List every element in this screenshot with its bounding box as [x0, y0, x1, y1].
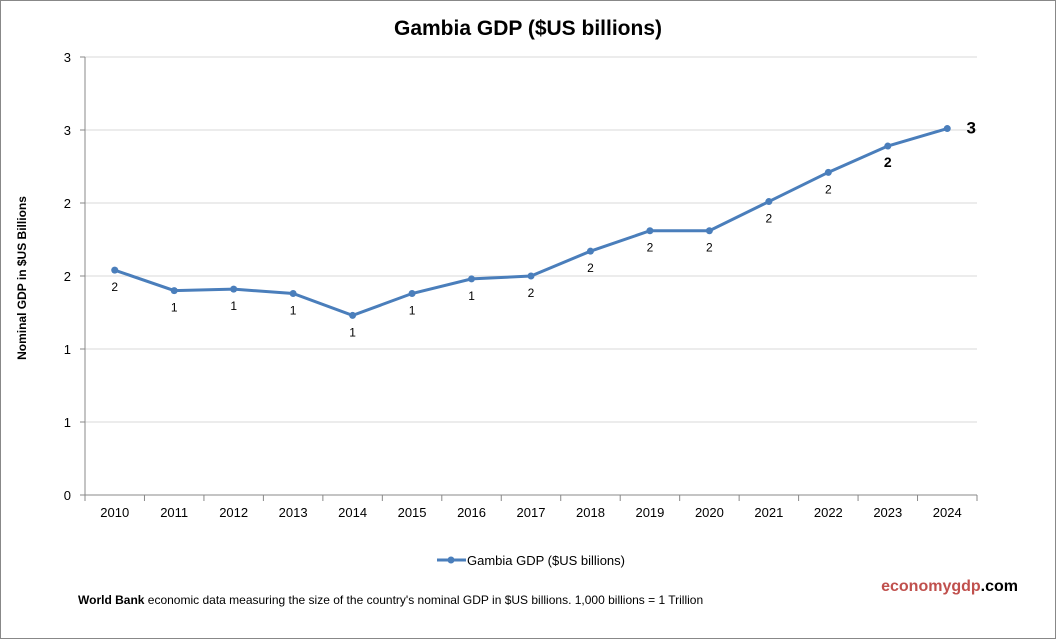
data-label: 3: [967, 119, 976, 138]
y-tick-label: 1: [64, 415, 71, 430]
data-point: [408, 290, 416, 298]
data-label: 2: [766, 212, 773, 226]
data-label: 2: [825, 182, 832, 196]
data-label: 1: [230, 299, 237, 313]
legend-marker: [447, 556, 455, 564]
y-tick-label: 3: [64, 123, 71, 138]
x-tick-label: 2013: [279, 505, 308, 520]
data-label: 2: [528, 286, 535, 300]
data-label: 1: [468, 289, 475, 303]
data-point: [586, 247, 594, 255]
legend-label: Gambia GDP ($US billions): [467, 553, 625, 568]
y-tick-label: 0: [64, 488, 71, 503]
data-label: 2: [587, 261, 594, 275]
data-point: [349, 311, 357, 319]
data-point: [468, 275, 476, 283]
x-tick-label: 2017: [517, 505, 546, 520]
x-tick-label: 2022: [814, 505, 843, 520]
data-label: 1: [290, 304, 297, 318]
x-tick-label: 2023: [873, 505, 902, 520]
brand-part1: economygdp: [881, 578, 981, 595]
data-point: [170, 287, 178, 295]
x-tick-label: 2012: [219, 505, 248, 520]
x-tick-label: 2016: [457, 505, 486, 520]
y-tick-label: 3: [64, 50, 71, 65]
data-label: 1: [409, 304, 416, 318]
x-tick-label: 2018: [576, 505, 605, 520]
x-tick-label: 2019: [635, 505, 664, 520]
y-tick-label: 2: [64, 196, 71, 211]
y-axis-label: Nominal GDP in $US Billions: [15, 196, 29, 360]
data-point: [705, 227, 713, 235]
data-label: 2: [647, 241, 654, 255]
source-text: economic data measuring the size of the …: [144, 593, 704, 607]
source-note: World Bank economic data measuring the s…: [78, 593, 703, 607]
data-point: [765, 198, 773, 206]
data-label: 2: [884, 154, 892, 170]
data-point: [111, 266, 119, 274]
y-tick-label: 2: [64, 269, 71, 284]
data-point: [289, 290, 297, 298]
data-point: [230, 285, 238, 293]
data-point: [943, 125, 951, 133]
x-tick-label: 2014: [338, 505, 367, 520]
brand-logo[interactable]: economygdp.com: [881, 578, 1018, 596]
x-tick-label: 2011: [160, 505, 188, 520]
x-tick-label: 2015: [398, 505, 427, 520]
x-tick-label: 2021: [754, 505, 783, 520]
data-label: 1: [171, 301, 178, 315]
source-bold: World Bank: [78, 593, 145, 607]
brand-part2: .com: [980, 578, 1018, 595]
x-tick-label: 2020: [695, 505, 724, 520]
data-point: [527, 272, 535, 280]
data-label: 1: [349, 325, 356, 339]
y-tick-label: 1: [64, 342, 71, 357]
data-point: [646, 227, 654, 235]
data-label: 2: [706, 241, 713, 255]
data-point: [824, 168, 832, 176]
x-tick-label: 2024: [933, 505, 962, 520]
x-tick-label: 2010: [100, 505, 129, 520]
chart-title: Gambia GDP ($US billions): [394, 17, 662, 40]
data-label: 2: [111, 280, 118, 294]
data-point: [884, 142, 892, 150]
